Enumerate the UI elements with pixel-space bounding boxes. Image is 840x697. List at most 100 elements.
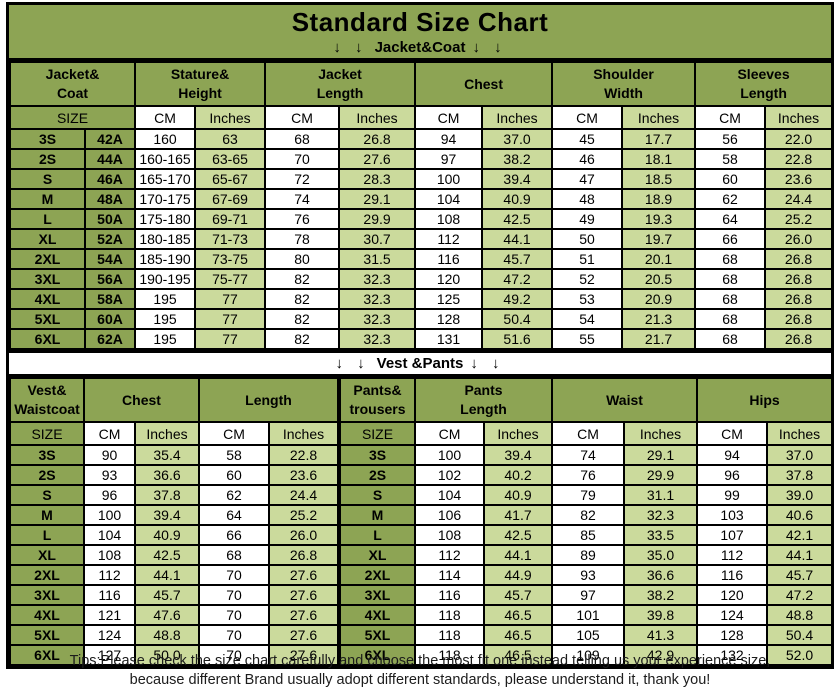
inches-value-cell: 23.6 [268, 464, 340, 486]
inches-value-cell: 22.8 [764, 148, 834, 170]
column-group-header-line: Jacket& [45, 66, 100, 82]
inches-value-cell: 36.6 [134, 464, 200, 486]
cm-value-cell: 103 [696, 504, 769, 526]
size-cell: XL [9, 544, 85, 566]
column-group-header-line: Pants [464, 382, 503, 398]
cm-value-cell: 121 [83, 604, 136, 626]
cm-value-cell: 100 [414, 168, 484, 190]
inches-value-cell: 51.6 [481, 328, 554, 350]
size-cell: 5XL [9, 624, 85, 646]
size-cell: 3XL [337, 584, 416, 606]
inches-value-cell: 22.8 [268, 444, 340, 466]
inches-value-cell: 35.0 [622, 544, 699, 566]
cm-value-cell: 56 [694, 128, 767, 150]
inches-value-cell: 26.8 [764, 268, 834, 290]
subheader-inches: Inches [481, 105, 554, 130]
inches-value-cell: 40.9 [483, 484, 553, 506]
inches-value-cell: 23.6 [764, 168, 834, 190]
inches-value-cell: 42.9 [622, 644, 699, 666]
column-group-header: Hips [696, 377, 834, 423]
size-cell: 2XL [9, 248, 86, 270]
down-arrows-icon: ↓ ↓ [472, 39, 507, 56]
table-row: 2XL 112 44.1 70 27.6 2XL 114 44.9 93 36.6 116 45.7 [9, 564, 834, 586]
cm-value-cell: 131 [414, 328, 484, 350]
cm-value-cell: 70 [264, 148, 341, 170]
inches-value-cell: 41.3 [622, 624, 699, 646]
subheader-cm: CM [134, 105, 197, 130]
column-group-header: Waist [550, 377, 699, 423]
table-row: 4XL 121 47.6 70 27.6 4XL 118 46.5 101 39.8 124 48.8 [9, 604, 834, 626]
cm-value-cell: 165-170 [134, 168, 197, 190]
column-group-header-line: Length [245, 391, 292, 408]
inches-value-cell: 27.6 [268, 564, 340, 586]
size-cell: 3XL [9, 268, 86, 290]
column-group-header-line: Vest& [27, 382, 67, 398]
cm-value-cell: 49 [551, 208, 624, 230]
inches-value-cell: 50.0 [134, 644, 200, 666]
column-group-header: Jacket& Coat [8, 61, 137, 107]
inches-value-cell: 19.3 [621, 208, 697, 230]
inches-value-cell: 31.1 [622, 484, 699, 506]
cm-value-cell: 118 [414, 604, 485, 626]
column-group-header: Jacket Length [264, 61, 417, 107]
inches-value-cell: 44.1 [134, 564, 200, 586]
cm-value-cell: 108 [414, 524, 485, 546]
table-row: XL 108 42.5 68 26.8 XL 112 44.1 89 35.0 112 44.1 [9, 544, 834, 566]
units-header-row: SIZE CM Inches CM Inches SIZE CM Inches CM Inches… [9, 421, 834, 446]
size-cell: 44A [83, 148, 137, 170]
cm-value-cell: 70 [198, 564, 270, 586]
column-group-header-line: Waist [606, 391, 643, 408]
inches-value-cell: 27.6 [338, 148, 417, 170]
column-group-header-line: Shoulder [593, 66, 654, 82]
column-group-header-line: Width [604, 85, 643, 101]
cm-value-cell: 195 [134, 308, 197, 330]
subheader-cm: CM [264, 105, 341, 130]
size-cell: 58A [83, 288, 137, 310]
table-row: L 104 40.9 66 26.0 L 108 42.5 85 33.5 107 42.1 [9, 524, 834, 546]
inches-value-cell: 24.4 [268, 484, 340, 506]
cm-value-cell: 70 [198, 584, 270, 606]
column-group-header-line: Length [460, 401, 507, 417]
cm-value-cell: 68 [264, 128, 341, 150]
cm-value-cell: 112 [83, 564, 136, 586]
inches-value-cell: 45.7 [483, 584, 553, 606]
cm-value-cell: 82 [264, 268, 341, 290]
cm-value-cell: 118 [414, 624, 485, 646]
inches-value-cell: 73-75 [194, 248, 267, 270]
subheader-cm: CM [414, 105, 484, 130]
subheader-inches: Inches [622, 421, 699, 446]
vest-pants-size-table: Vest& Waistcoat Chest Length Pants& trousers P… [9, 377, 834, 666]
inches-value-cell: 26.8 [764, 288, 834, 310]
table-row: 2XL 54A 185-190 73-75 80 31.5 116 45.7 51 20.1 68 2… [9, 248, 834, 270]
tips-text: Tips:Please check the size chart careful… [0, 652, 840, 690]
cm-value-cell: 58 [694, 148, 767, 170]
cm-value-cell: 82 [264, 328, 341, 350]
inches-value-cell: 21.7 [621, 328, 697, 350]
size-cell: 3S [337, 444, 416, 466]
subheader-inches: Inches [764, 105, 834, 130]
size-cell: 3S [9, 444, 85, 466]
subheader-size: SIZE [9, 421, 85, 446]
column-group-header-line: Length [316, 85, 364, 101]
cm-value-cell: 82 [264, 308, 341, 330]
inches-value-cell: 44.1 [481, 228, 554, 250]
inches-value-cell: 27.6 [268, 644, 340, 666]
vest-pants-banner: ↓ ↓ Vest &Pants ↓ ↓ [9, 350, 831, 377]
cm-value-cell: 62 [694, 188, 767, 210]
subheader-inches: Inches [621, 105, 697, 130]
cm-value-cell: 80 [264, 248, 341, 270]
cm-value-cell: 97 [551, 584, 625, 606]
cm-value-cell: 190-195 [134, 268, 197, 290]
column-group-header-line: Coat [56, 85, 89, 101]
tips-line-1: Tips:Please check the size chart careful… [69, 653, 771, 669]
size-cell: 46A [83, 168, 137, 190]
inches-value-cell: 44.1 [766, 544, 834, 566]
inches-value-cell: 45.7 [766, 564, 834, 586]
size-cell: 5XL [9, 308, 86, 330]
inches-value-cell: 35.4 [134, 444, 200, 466]
cm-value-cell: 102 [414, 464, 485, 486]
cm-value-cell: 70 [198, 624, 270, 646]
inches-value-cell: 32.3 [338, 308, 417, 330]
inches-value-cell: 39.4 [134, 504, 200, 526]
size-cell: 3S [9, 128, 86, 150]
